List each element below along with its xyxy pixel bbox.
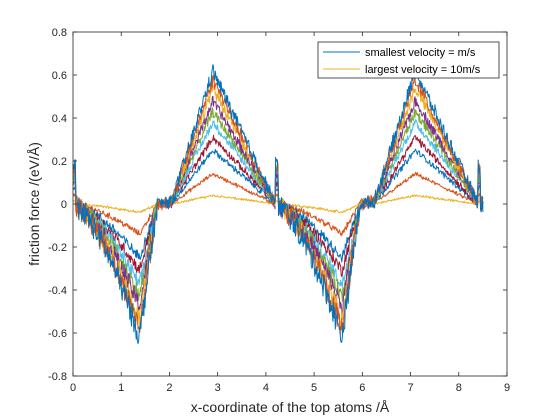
x-tick-label: 7 (407, 382, 413, 394)
series-line-1 (72, 64, 484, 344)
y-tick-label: 0.8 (52, 27, 67, 39)
series-layer (72, 64, 484, 344)
y-tick-label: -0.8 (48, 371, 67, 383)
x-tick-label: 6 (359, 382, 365, 394)
x-tick-label: 5 (311, 382, 317, 394)
x-tick-label: 8 (456, 382, 462, 394)
y-tick-label: 0.2 (52, 156, 67, 168)
y-axis-label: friction force /(eV/Å) (26, 142, 42, 266)
x-axis-label: x-coordinate of the top atoms /Å (191, 399, 390, 415)
x-tick-label: 4 (263, 382, 269, 394)
x-tick-label: 9 (504, 382, 510, 394)
x-tick-label: 0 (70, 382, 76, 394)
y-tick-label: 0 (61, 199, 67, 211)
legend-box (317, 41, 500, 79)
legend-label-smallest: smallest velocity = m/s (365, 47, 476, 59)
x-tick-label: 1 (118, 382, 124, 394)
legend: smallest velocity = m/s largest velocity… (317, 41, 500, 79)
y-tick-label: -0.2 (48, 242, 67, 254)
y-tick-label: -0.6 (48, 328, 67, 340)
legend-label-largest: largest velocity = 10m/s (365, 64, 481, 76)
y-tick-label: -0.4 (48, 285, 67, 297)
tick-layer: 0 1 2 3 4 5 6 7 8 9 -0.8 -0.6 -0.4 -0.2 0 0.2 0.4 0.6 0.8 (48, 27, 510, 394)
x-tick-label: 2 (166, 382, 172, 394)
y-tick-label: 0.4 (52, 113, 67, 125)
y-tick-label: 0.6 (52, 70, 67, 82)
x-tick-label: 3 (215, 382, 221, 394)
